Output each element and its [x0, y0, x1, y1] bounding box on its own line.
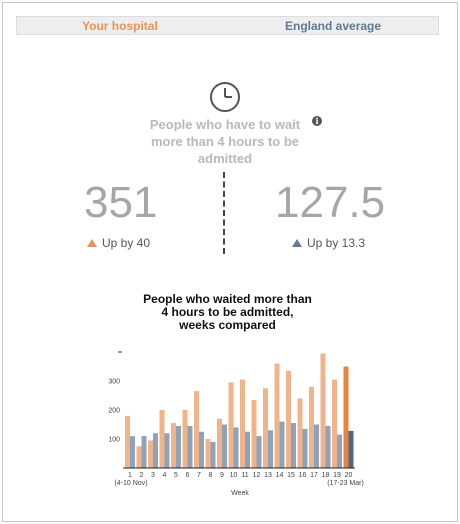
chart-title: People who waited more than 4 hours to b… [120, 293, 335, 332]
hospital-bar [240, 379, 245, 468]
hospital-change: Up by 40 [87, 236, 150, 250]
england-bar [337, 434, 342, 468]
x-tick-label: 20 [345, 472, 353, 479]
hospital-change-text: Up by 40 [102, 236, 151, 250]
england-bar [233, 427, 239, 468]
hospital-value: 351 [84, 178, 158, 227]
hospital-bar [274, 363, 280, 468]
x-tick-label: 5 [174, 472, 178, 479]
x-tick-label: 11 [241, 472, 248, 479]
england-bar [141, 436, 147, 468]
y-tick-label: 100 [108, 437, 120, 444]
england-bar [302, 428, 308, 468]
hospital-bar [205, 439, 211, 468]
hospital-bar [148, 440, 153, 468]
england-change-text: Up by 13.3 [307, 236, 366, 250]
metric-headline: People who have to wait more than 4 hour… [130, 116, 320, 167]
x-tick-label: 3 [151, 472, 155, 479]
england-bar [291, 423, 296, 468]
chart-title-line-1: People who waited more than [143, 292, 312, 306]
headline-line-1: People who have to wait [149, 117, 301, 132]
x-tick-label: 6 [186, 472, 190, 479]
clock-icon [210, 82, 240, 112]
england-bar [222, 424, 227, 468]
england-bar [164, 433, 170, 468]
x-tick-label: 7 [197, 472, 201, 479]
hospital-bar [263, 388, 268, 468]
x-tick-label: 14 [276, 472, 284, 479]
england-bar [199, 431, 204, 468]
hospital-bar [297, 398, 303, 468]
x-tick-label: 13 [264, 472, 272, 479]
y-tick-label: 200 [108, 408, 120, 415]
hospital-bar [171, 423, 176, 468]
x-tick-label: 17 [310, 472, 318, 479]
x-tick-label: 12 [253, 472, 261, 479]
england-bar [314, 424, 319, 468]
england-bar [279, 421, 285, 468]
hospital-bar [309, 386, 314, 468]
england-bar [348, 430, 354, 468]
hospital-bar [194, 391, 199, 468]
up-triangle-icon [87, 239, 97, 247]
headline-line-3: admitted [197, 151, 253, 166]
first-week-sublabel: (4-10 Nov) [114, 480, 147, 487]
hospital-bar [182, 410, 188, 468]
up-triangle-icon [292, 239, 302, 247]
x-tick-label: 15 [287, 472, 295, 479]
england-bar [245, 431, 250, 468]
last-week-sublabel: (17-23 Mar) [327, 480, 364, 487]
hospital-bar [286, 370, 291, 468]
england-change: Up by 13.3 [292, 236, 365, 250]
england-value: 127.5 [275, 178, 386, 227]
x-tick-label: 1 [128, 472, 132, 479]
england-bar [210, 441, 216, 468]
headline-line-2: more than 4 hours to be [150, 134, 300, 149]
x-tick-label: 10 [230, 472, 238, 479]
x-tick-label: 9 [220, 472, 224, 479]
x-tick-label: 8 [209, 472, 213, 479]
comparison-divider [223, 172, 225, 254]
hospital-bar [251, 399, 257, 468]
hospital-bar [159, 410, 165, 468]
hospital-bar [136, 446, 142, 468]
england-bar [176, 425, 181, 468]
hospital-bar [228, 382, 234, 468]
england-bar [130, 436, 135, 468]
info-icon[interactable]: i [312, 116, 322, 126]
hospital-bar [343, 366, 349, 468]
x-tick-label: 19 [333, 472, 341, 479]
y-tick-label: 300 [108, 379, 120, 386]
x-tick-label: 4 [163, 472, 167, 479]
hospital-bar [217, 418, 222, 468]
comparison-tabs: Your hospital England average [16, 16, 439, 35]
chart-title-line-3: weeks compared [179, 318, 276, 332]
england-bar [268, 430, 273, 468]
england-bar [325, 425, 331, 468]
chart-title-line-2: 4 hours to be admitted, [161, 305, 294, 319]
england-bar [256, 436, 262, 468]
x-axis-label: Week [231, 490, 249, 497]
england-bar [187, 425, 193, 468]
hospital-bar [332, 379, 337, 468]
hospital-bar [125, 415, 130, 468]
x-tick-label: 16 [299, 472, 307, 479]
hospital-bar [320, 353, 326, 468]
x-tick-label: 18 [322, 472, 330, 479]
england-bar [153, 433, 158, 468]
x-tick-label: 2 [140, 472, 144, 479]
tab-your-hospital[interactable]: Your hospital [82, 19, 158, 33]
tab-england-average[interactable]: England average [285, 19, 382, 33]
